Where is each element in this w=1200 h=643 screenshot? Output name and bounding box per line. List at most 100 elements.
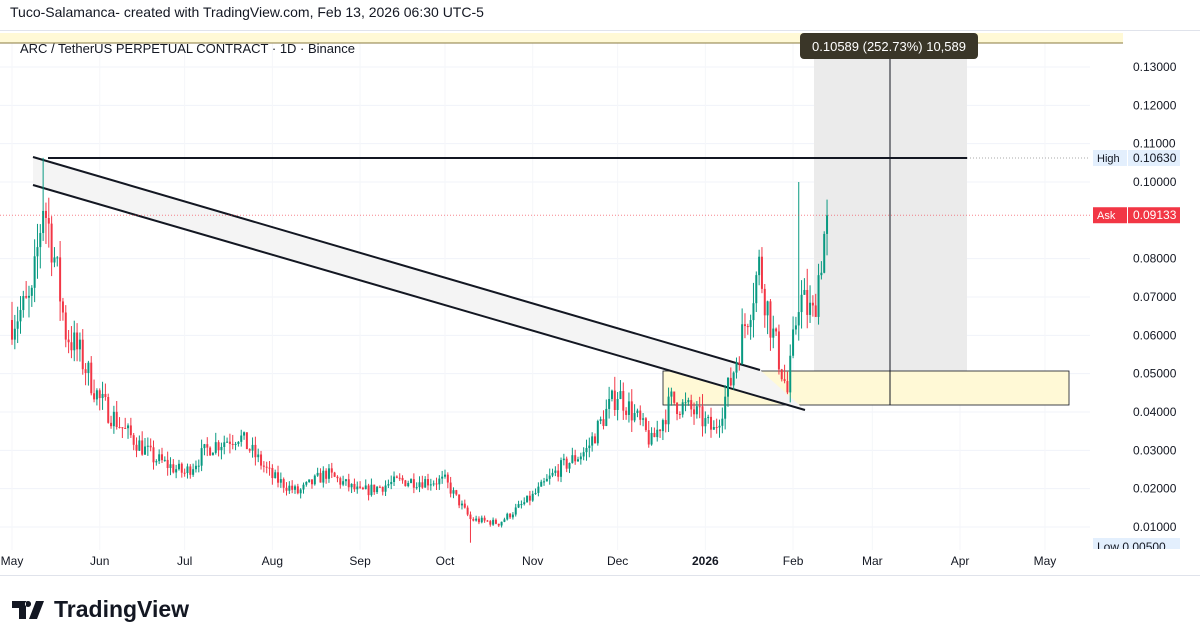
candle-body <box>47 217 50 224</box>
candle-body <box>175 469 178 473</box>
candle-body <box>336 476 339 479</box>
candle-body <box>158 454 161 462</box>
candle-body <box>455 490 458 495</box>
candle-body <box>107 397 110 423</box>
candle-body <box>653 432 656 438</box>
channel-fill <box>33 157 805 410</box>
candle-body <box>223 442 226 447</box>
candle-body <box>384 485 387 492</box>
candle-body <box>378 486 381 488</box>
candle-body <box>494 519 497 524</box>
candle-body <box>531 493 534 501</box>
candle-body <box>769 301 772 338</box>
candle-body <box>296 486 299 494</box>
candle-body <box>772 328 775 338</box>
y-tick-label: 0.03000 <box>1133 443 1177 457</box>
x-tick-label: Nov <box>522 554 543 568</box>
candle-body <box>427 479 430 486</box>
candle-body <box>625 410 628 415</box>
candle-body <box>76 332 79 350</box>
candle-body <box>25 296 28 298</box>
candle-body <box>554 470 557 473</box>
candle-body <box>613 390 616 410</box>
ask-tag <box>1093 207 1127 224</box>
x-tick-label: Mar <box>862 554 883 568</box>
candle-body <box>350 483 353 488</box>
candle-body <box>755 275 758 304</box>
candle-body <box>127 425 130 429</box>
candle-body <box>610 390 613 399</box>
candle-body <box>661 420 664 432</box>
candle-body <box>792 329 795 356</box>
candle-body <box>517 504 520 508</box>
candle-body <box>678 414 681 416</box>
candle-body <box>73 332 76 351</box>
candle-body <box>310 479 313 485</box>
candle-body <box>95 390 98 400</box>
candle-body <box>367 485 370 496</box>
candle-body <box>528 495 531 501</box>
x-tick-label: May <box>1 554 24 568</box>
price-chart[interactable]: 0.13000 0.12000 0.11000 0.10000 0.08000 0.070… <box>0 0 1200 580</box>
candle-body <box>523 502 526 505</box>
candle-body <box>622 391 625 411</box>
candle-body <box>257 454 260 458</box>
candle-body <box>138 440 141 451</box>
candle-body <box>356 486 359 490</box>
candle-body <box>826 215 829 234</box>
candle-body <box>98 390 101 399</box>
candle-body <box>596 420 599 444</box>
axis-bottom-mask <box>1090 549 1200 575</box>
measure-tooltip <box>800 33 978 59</box>
candle-body <box>659 429 662 432</box>
candle-body <box>800 294 803 313</box>
candle-body <box>234 443 237 445</box>
candle-body <box>415 487 418 489</box>
candle-body <box>673 391 676 403</box>
candle-body <box>56 257 59 259</box>
candle-body <box>520 504 523 506</box>
candle-body <box>376 486 379 493</box>
candle-body <box>735 362 738 373</box>
candle-body <box>240 435 243 442</box>
candle-body <box>701 406 704 427</box>
candle-body <box>260 454 263 466</box>
candle-body <box>667 396 670 425</box>
candle-body <box>342 481 345 485</box>
candle-body <box>186 466 189 474</box>
candle-body <box>418 482 421 488</box>
candle-body <box>695 406 698 415</box>
candle-body <box>616 398 619 410</box>
candle-body <box>53 257 56 263</box>
candle-body <box>534 492 537 494</box>
candle-body <box>684 402 687 404</box>
candle-body <box>786 381 789 393</box>
candle-body <box>172 464 175 473</box>
candle-body <box>526 495 529 503</box>
candle-body <box>36 247 39 257</box>
candle-body <box>124 427 127 429</box>
candle-body <box>752 303 755 321</box>
candle-body <box>574 455 577 462</box>
candle-body <box>129 425 132 436</box>
candle-body <box>265 466 268 468</box>
logo-text: TradingView <box>54 596 190 622</box>
y-tick-label: 0.04000 <box>1133 405 1177 419</box>
high-label: High <box>1097 153 1120 165</box>
measure-band <box>0 33 1123 43</box>
ask-value: 0.09133 <box>1133 208 1177 222</box>
candle-body <box>333 472 336 477</box>
candle-body <box>746 326 749 328</box>
candle-body <box>344 479 347 482</box>
candle-body <box>347 479 350 488</box>
tradingview-logo-icon <box>12 600 44 619</box>
candle-body <box>101 393 104 399</box>
candle-body <box>738 362 741 364</box>
channel-upper-line <box>32 156 761 371</box>
low-label-group: Low 0.00500 <box>1093 538 1180 549</box>
y-tick-label: 0.11000 <box>1133 137 1176 151</box>
candle-body <box>410 479 413 483</box>
candle-body <box>393 476 396 482</box>
candle-body <box>721 418 724 426</box>
candle-body <box>163 459 166 461</box>
